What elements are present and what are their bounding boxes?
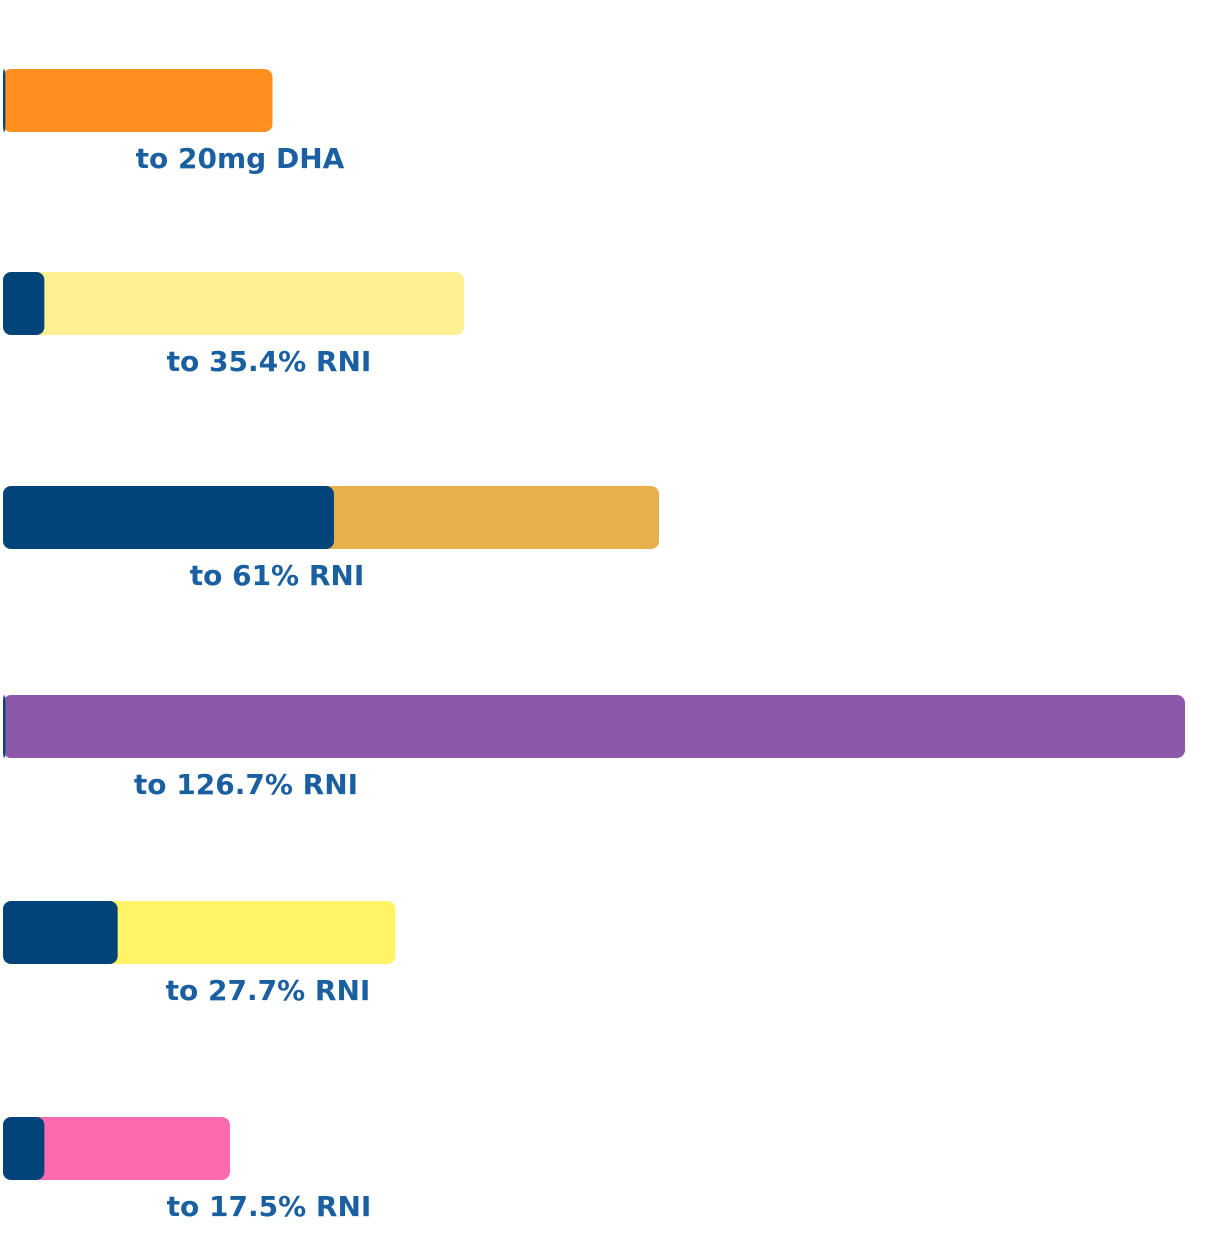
bar-row: to 35.4% RNI bbox=[3, 272, 464, 378]
bar-total bbox=[3, 1117, 230, 1180]
bar-label: to 35.4% RNI bbox=[167, 345, 372, 378]
bar-base bbox=[3, 272, 45, 335]
bar-total bbox=[3, 69, 273, 132]
bar-total bbox=[3, 272, 464, 335]
bar-label: to 126.7% RNI bbox=[134, 768, 358, 801]
bar-label: to 61% RNI bbox=[190, 559, 365, 592]
bar-row: to 61% RNI bbox=[3, 486, 660, 592]
bar-label: to 17.5% RNI bbox=[167, 1190, 372, 1223]
bar-row: to 27.7% RNI bbox=[3, 901, 396, 1007]
bar-label: to 20mg DHA bbox=[136, 142, 345, 175]
bar-row: to 126.7% RNI bbox=[3, 695, 1185, 801]
bar-base bbox=[3, 69, 6, 132]
bar-base bbox=[3, 1117, 45, 1180]
bar-total bbox=[3, 695, 1185, 758]
bar-label: to 27.7% RNI bbox=[166, 974, 371, 1007]
bar-row: to 20mg DHA bbox=[3, 69, 345, 175]
bar-base bbox=[3, 695, 6, 758]
bar-base bbox=[3, 486, 334, 549]
bar-base bbox=[3, 901, 118, 964]
bar-row: to 17.5% RNI bbox=[3, 1117, 371, 1223]
